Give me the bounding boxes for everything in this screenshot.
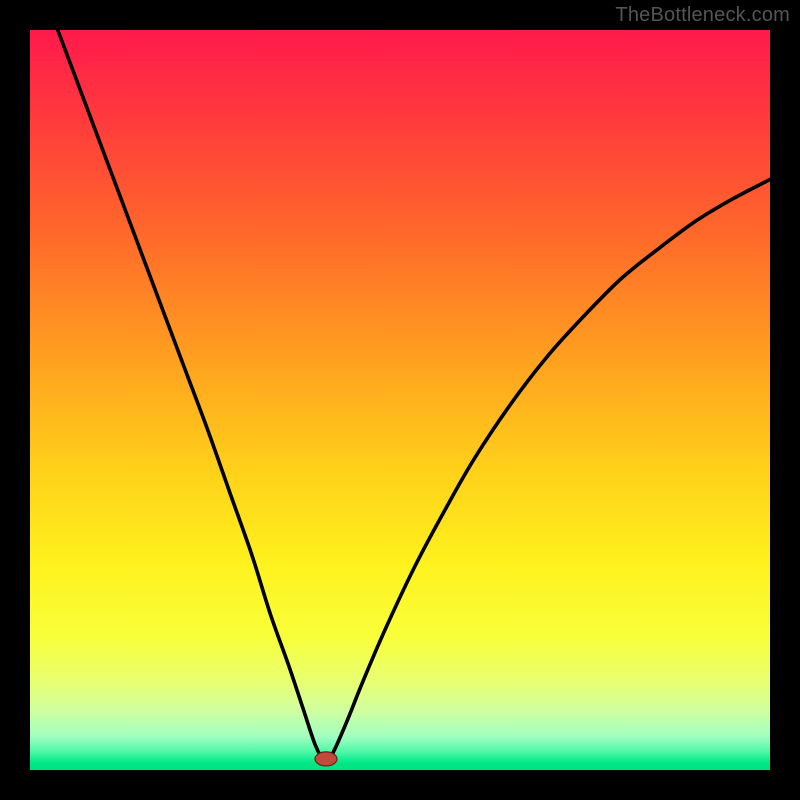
chart-container: TheBottleneck.com [0, 0, 800, 800]
gradient-panel [30, 30, 770, 770]
chart-svg [0, 0, 800, 800]
optimum-marker [315, 752, 337, 766]
watermark-text: TheBottleneck.com [615, 4, 790, 27]
